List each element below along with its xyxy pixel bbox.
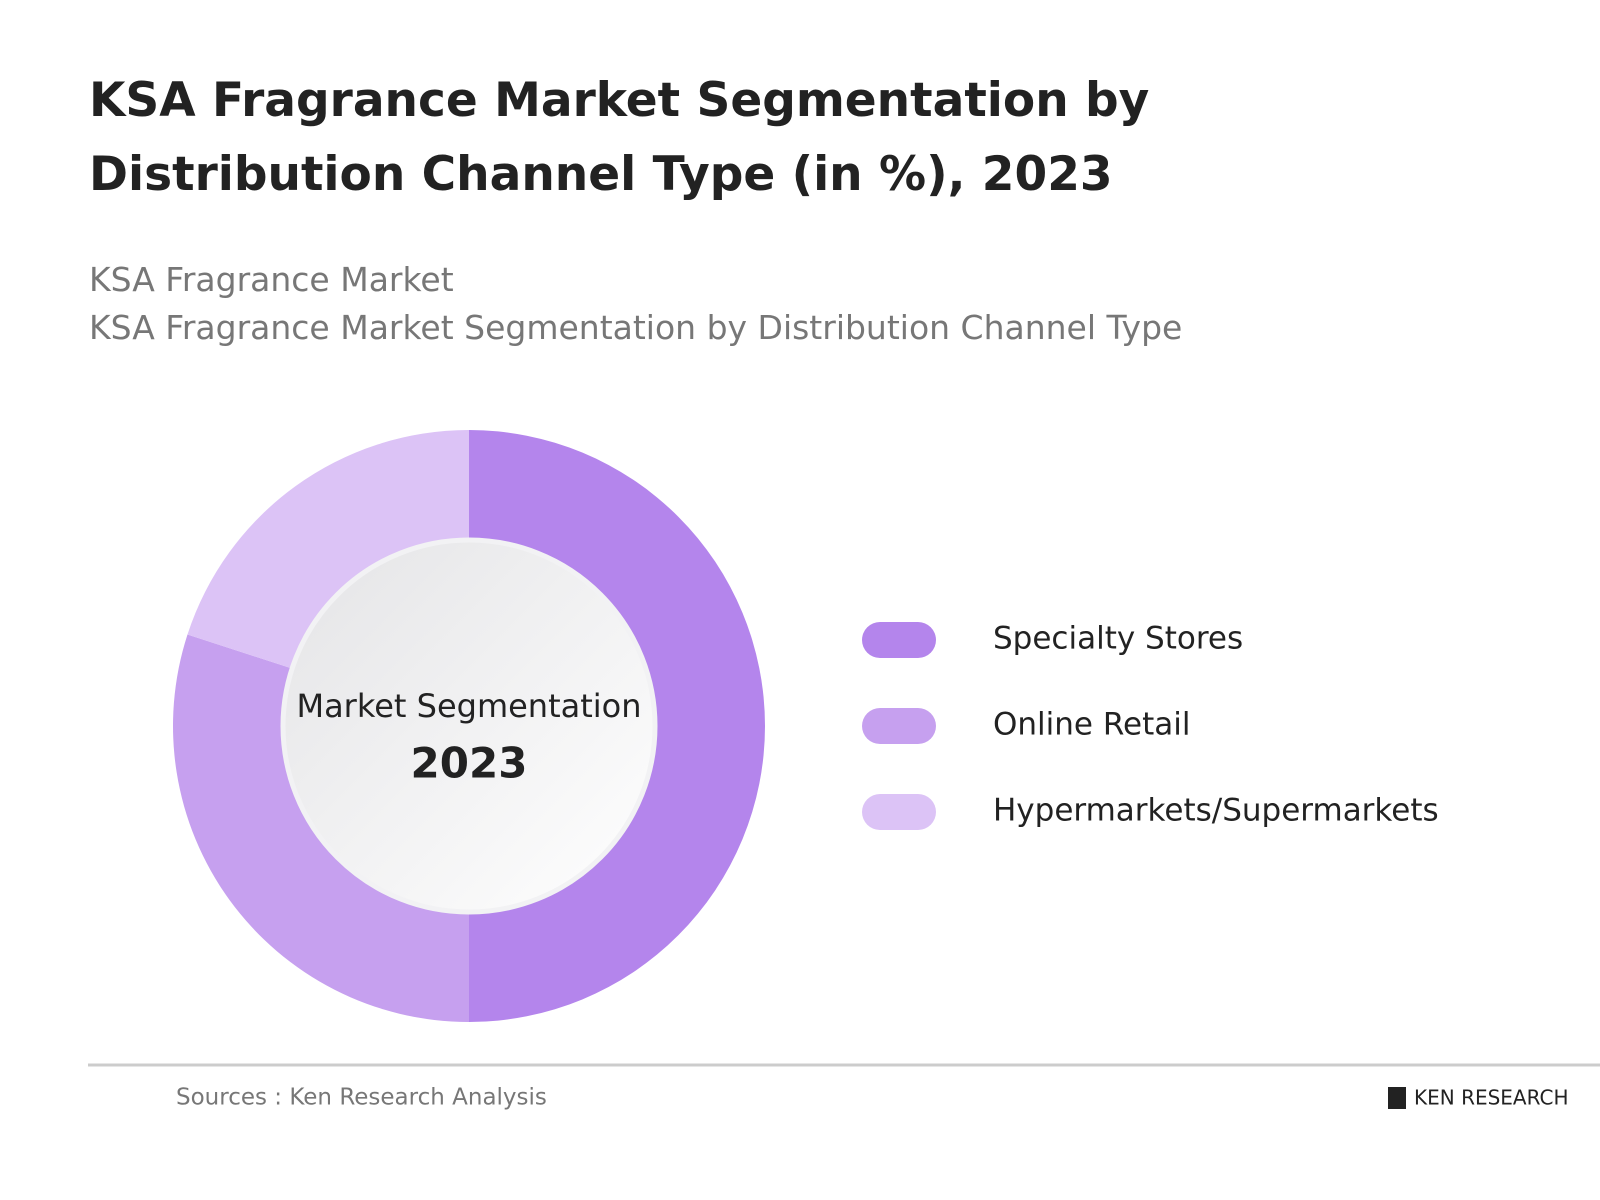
legend-label: Hypermarkets/Supermarkets bbox=[993, 793, 1439, 829]
center-disc bbox=[280, 537, 658, 915]
center-year: 2023 bbox=[411, 739, 528, 788]
center-label: Market Segmentation bbox=[296, 687, 641, 725]
logo: KEN RESEARCH bbox=[1414, 1086, 1569, 1110]
legend-swatch bbox=[862, 622, 936, 658]
chart-title: KSA Fragrance Market Segmentation by Dis… bbox=[89, 73, 1150, 202]
logo-mark bbox=[1388, 1087, 1406, 1109]
source: Sources : Ken Research Analysis bbox=[176, 1085, 547, 1111]
legend-label: Specialty Stores bbox=[993, 621, 1243, 657]
legend-swatch bbox=[862, 708, 936, 744]
subtitle: KSA Fragrance Market bbox=[89, 260, 454, 299]
legend-label: Online Retail bbox=[993, 707, 1190, 743]
legend-swatch bbox=[862, 794, 936, 830]
subtitle: KSA Fragrance Market Segmentation by Dis… bbox=[89, 308, 1183, 347]
